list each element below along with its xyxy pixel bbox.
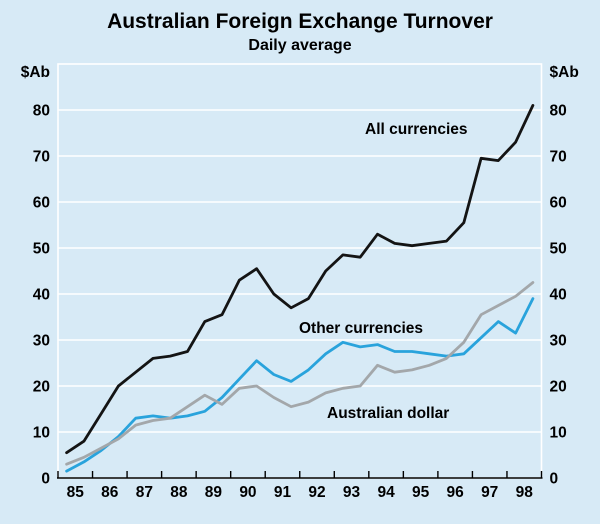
chart-title: Australian Foreign Exchange Turnover (107, 10, 493, 33)
y-tick-label-right: 50 (550, 241, 567, 258)
y-tick-label-left: 0 (41, 471, 50, 488)
x-tick-label: 96 (447, 484, 465, 501)
y-tick-label-right: 40 (550, 287, 567, 304)
x-tick-label: 85 (67, 484, 85, 501)
plot-border (57, 63, 543, 479)
y-tick-label-left: 40 (33, 287, 50, 304)
y-tick-label-left: 70 (33, 149, 50, 166)
y-axis-unit-right: $Ab (550, 64, 579, 81)
y-tick-label-left: 50 (33, 241, 50, 258)
series-australian-dollar (65, 281, 535, 466)
y-tick-label-left: 10 (33, 425, 50, 442)
x-tick-label: 95 (412, 484, 430, 501)
y-tick-label-right: 60 (550, 195, 567, 212)
x-tick-label: 92 (308, 484, 325, 501)
x-tick-label: 97 (481, 484, 498, 501)
y-axis-unit-left: $Ab (21, 64, 50, 81)
x-tick-label: 98 (516, 484, 534, 501)
series-all-currencies (65, 104, 535, 455)
x-tick-label: 86 (101, 484, 119, 501)
y-tick-label-right: 10 (550, 425, 567, 442)
x-tick-label: 89 (205, 484, 223, 501)
series-label-all-currencies: All currencies (365, 121, 468, 138)
x-tick-label: 93 (343, 484, 361, 501)
x-tick-label: 94 (377, 484, 395, 501)
y-tick-label-left: 30 (33, 333, 50, 350)
x-tick-label: 87 (136, 484, 153, 501)
y-tick-label-left: 20 (33, 379, 50, 396)
y-tick-label-right: 80 (550, 103, 567, 120)
series-label-other-currencies: Other currencies (299, 320, 423, 337)
x-tick-label: 91 (274, 484, 292, 501)
y-tick-label-right: 0 (550, 471, 559, 488)
x-tick-label: 90 (239, 484, 256, 501)
series-other-currencies (65, 297, 535, 473)
y-tick-label-left: 60 (33, 195, 50, 212)
y-tick-label-right: 70 (550, 149, 567, 166)
chart-subtitle: Daily average (248, 37, 352, 54)
x-tick-label: 88 (170, 484, 188, 501)
y-tick-label-left: 80 (33, 103, 50, 120)
series-label-australian-dollar: Australian dollar (327, 405, 449, 422)
y-tick-label-right: 20 (550, 379, 567, 396)
y-tick-label-right: 30 (550, 333, 567, 350)
